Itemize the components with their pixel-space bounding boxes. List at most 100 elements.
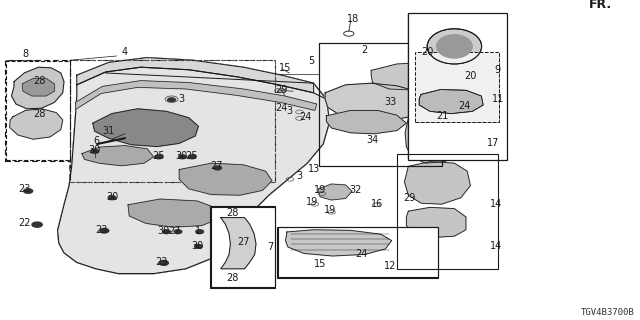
Text: 8: 8	[22, 49, 29, 60]
Text: 33: 33	[384, 97, 397, 107]
Text: 15: 15	[314, 259, 326, 269]
Polygon shape	[221, 218, 256, 269]
Text: 3: 3	[296, 171, 302, 181]
Text: 29: 29	[275, 84, 288, 95]
Ellipse shape	[428, 29, 481, 64]
Text: 9: 9	[495, 65, 501, 76]
Bar	[277, 227, 438, 278]
Text: 15: 15	[278, 63, 291, 73]
Bar	[415, 52, 499, 122]
Text: 17: 17	[486, 138, 499, 148]
Bar	[6, 61, 70, 160]
Text: 23: 23	[18, 184, 31, 195]
Text: 28: 28	[33, 76, 46, 86]
Text: 31: 31	[102, 125, 115, 136]
Bar	[5, 60, 70, 161]
Polygon shape	[58, 67, 330, 274]
Circle shape	[168, 98, 175, 102]
Bar	[319, 43, 442, 166]
Polygon shape	[319, 184, 352, 200]
Text: 24: 24	[299, 112, 312, 123]
Text: TGV4B3700B: TGV4B3700B	[581, 308, 635, 317]
Text: 14: 14	[490, 199, 502, 209]
Circle shape	[100, 228, 109, 233]
Text: 19: 19	[306, 196, 319, 207]
Text: 23: 23	[155, 257, 168, 268]
Circle shape	[188, 155, 196, 159]
Text: 13: 13	[307, 164, 320, 174]
Text: 19: 19	[323, 205, 336, 215]
Text: 28: 28	[33, 108, 46, 119]
Text: 16: 16	[371, 199, 383, 209]
Text: 11: 11	[492, 94, 504, 104]
Bar	[416, 53, 499, 122]
Text: 28: 28	[226, 208, 239, 218]
Text: 27: 27	[237, 236, 250, 247]
Text: 23: 23	[95, 225, 108, 235]
Bar	[408, 13, 507, 160]
Bar	[278, 227, 438, 277]
Polygon shape	[285, 230, 392, 256]
Text: 34: 34	[366, 135, 379, 145]
Ellipse shape	[436, 35, 472, 58]
Text: 24: 24	[458, 100, 470, 111]
Text: 7: 7	[268, 242, 274, 252]
Text: 12: 12	[384, 261, 397, 271]
Text: 3: 3	[286, 106, 292, 116]
Circle shape	[214, 166, 221, 170]
Ellipse shape	[428, 29, 481, 64]
Polygon shape	[12, 67, 64, 109]
Polygon shape	[405, 99, 474, 163]
Text: 2: 2	[362, 44, 368, 55]
Text: 27: 27	[168, 226, 181, 236]
Text: 30: 30	[88, 145, 101, 156]
Circle shape	[32, 222, 42, 227]
Polygon shape	[58, 58, 330, 274]
Circle shape	[91, 149, 99, 153]
Bar	[397, 154, 498, 269]
Text: 30: 30	[191, 241, 204, 251]
Circle shape	[24, 189, 33, 193]
Circle shape	[174, 230, 182, 234]
Bar	[319, 43, 442, 166]
Circle shape	[163, 230, 170, 234]
Circle shape	[155, 155, 163, 159]
Text: 21: 21	[436, 111, 449, 121]
Text: 6: 6	[93, 136, 99, 146]
Polygon shape	[10, 109, 63, 139]
Text: 3: 3	[178, 93, 184, 104]
Bar	[211, 207, 275, 287]
Text: 14: 14	[490, 241, 502, 251]
Text: 30: 30	[175, 150, 188, 161]
Bar	[69, 60, 275, 182]
Text: 28: 28	[226, 273, 239, 284]
Polygon shape	[77, 58, 314, 93]
Text: 24: 24	[275, 103, 288, 113]
Text: 25: 25	[152, 150, 165, 161]
Polygon shape	[76, 81, 317, 110]
Text: 29: 29	[403, 193, 416, 203]
Polygon shape	[326, 110, 406, 134]
Polygon shape	[283, 228, 396, 259]
Polygon shape	[93, 109, 198, 147]
Circle shape	[108, 196, 116, 200]
Polygon shape	[179, 163, 272, 195]
Circle shape	[160, 260, 168, 264]
Polygon shape	[128, 199, 218, 227]
Polygon shape	[82, 146, 154, 166]
Polygon shape	[22, 78, 54, 96]
Text: 20: 20	[421, 47, 434, 57]
Circle shape	[195, 244, 202, 248]
Polygon shape	[406, 207, 466, 237]
Circle shape	[243, 241, 250, 244]
Text: 30: 30	[157, 226, 170, 236]
Text: 30: 30	[106, 192, 118, 202]
Circle shape	[196, 230, 204, 234]
Text: 32: 32	[349, 185, 362, 196]
Polygon shape	[371, 62, 448, 90]
Text: 5: 5	[308, 56, 315, 66]
Bar	[210, 206, 275, 288]
Circle shape	[159, 261, 168, 265]
Ellipse shape	[436, 35, 472, 58]
Bar	[70, 60, 275, 182]
